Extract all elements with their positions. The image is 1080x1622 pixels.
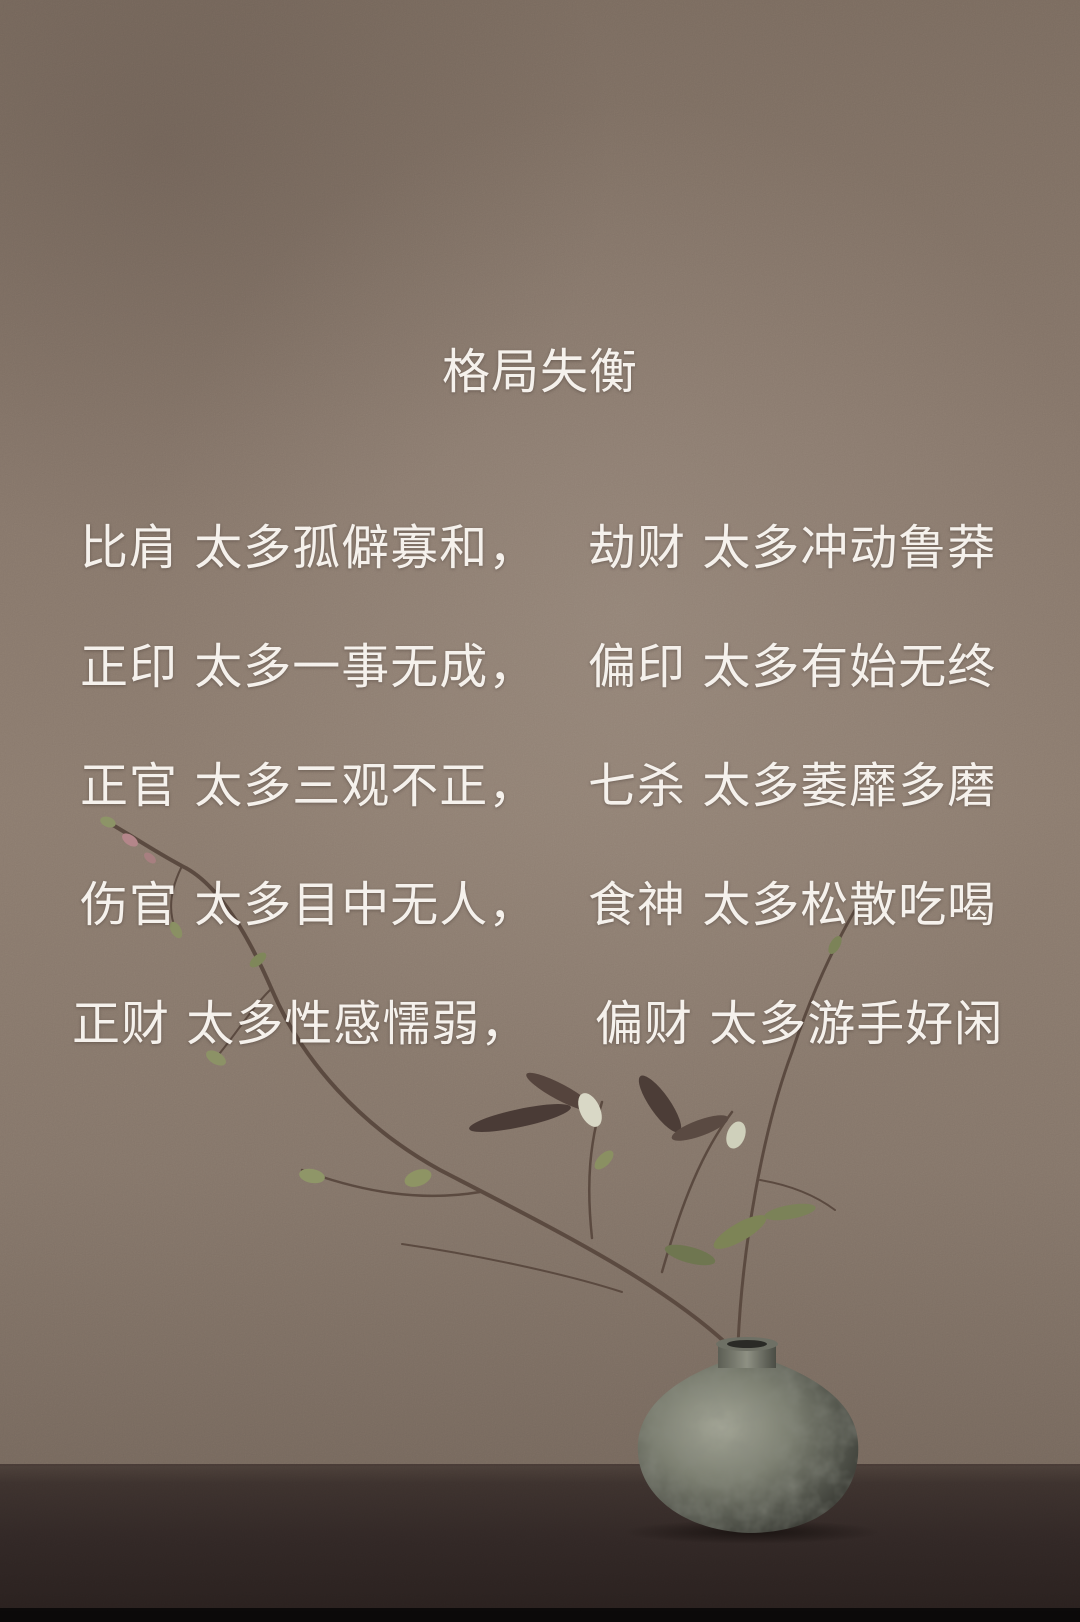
dark-leaf (638, 1075, 682, 1133)
text-line-right: 偏财 太多游手好闲 (595, 996, 1004, 1052)
green-leaf (169, 921, 183, 939)
green-leaf (299, 1168, 325, 1184)
green-leaf (206, 1050, 226, 1066)
vase (624, 1337, 880, 1544)
side-twig (401, 1243, 623, 1293)
right-branch (736, 903, 860, 1347)
green-leaf (764, 1203, 816, 1221)
text-line-right: 食神 太多松散吃喝 (588, 877, 997, 933)
vase-opening (727, 1340, 767, 1348)
text-line-left: 正印 太多一事无成， (80, 639, 538, 695)
pale-flower (726, 1121, 746, 1149)
poster-title: 格局失衡 (441, 344, 638, 400)
dark-leaf (671, 1115, 729, 1141)
bottom-black-bar (0, 1608, 1080, 1622)
text-line-left: 比肩 太多孤僻寡和， (80, 520, 538, 576)
lower-left-twig (300, 1168, 482, 1198)
green-leaf (828, 935, 842, 955)
right-fork-twig (759, 1179, 836, 1211)
green-leaf (664, 1244, 716, 1266)
text-line-right: 偏印 太多有始无终 (588, 639, 997, 695)
green-leaf (594, 1150, 614, 1170)
text-line-left: 正官 太多三观不正， (80, 758, 538, 814)
green-leaf (249, 952, 267, 968)
pale-flower (578, 1093, 602, 1127)
text-line-left: 伤官 太多目中无人， (80, 877, 538, 933)
vase-texture (637, 1362, 859, 1533)
bud (144, 852, 156, 864)
table-surface (0, 1464, 1080, 1608)
text-line-left: 正财 太多性感懦弱， (72, 996, 530, 1052)
green-leaf (713, 1215, 767, 1249)
dark-leaf (469, 1104, 571, 1132)
leaves (100, 816, 842, 1266)
green-leaf (404, 1169, 432, 1187)
bud (122, 833, 138, 847)
dark-leaf (526, 1072, 594, 1112)
bud (100, 816, 116, 828)
text-line-right: 劫财 太多冲动鲁莽 (588, 520, 997, 576)
text-line-right: 七杀 太多萎靡多磨 (588, 758, 997, 814)
